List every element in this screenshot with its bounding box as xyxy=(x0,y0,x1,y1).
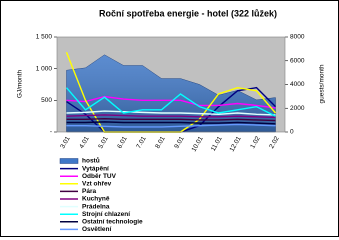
legend-label: Prádelna xyxy=(82,203,110,210)
line xyxy=(66,95,276,109)
legend-label: Pára xyxy=(82,188,96,195)
line xyxy=(66,121,276,125)
y-tick-label: 1 000 xyxy=(36,65,53,72)
legend-label: Strojní chlazení xyxy=(82,211,130,218)
line xyxy=(66,110,276,116)
y2-tick-label: 6000 xyxy=(290,57,305,64)
chart-title: Roční spotřeba energie - hotel (322 lůže… xyxy=(99,8,277,18)
line xyxy=(66,123,276,128)
line xyxy=(66,114,276,119)
y2-axis-title: guests/month xyxy=(319,64,326,103)
line xyxy=(66,117,276,122)
y-tick-label: 500 xyxy=(41,97,52,104)
y-tick-label: - xyxy=(50,129,52,136)
legend-label: Kuchyně xyxy=(82,196,110,203)
plot-border xyxy=(56,36,286,133)
y2-tick-label: 4000 xyxy=(290,81,305,88)
y2-tick-label: 0 xyxy=(290,129,294,136)
legend-label: Osvětlení xyxy=(82,226,111,233)
legend-label: Odběr TUV xyxy=(82,173,117,180)
legend-label: Vzt ohřev xyxy=(82,181,112,188)
y-axis-title: GJ/month xyxy=(17,70,24,99)
y2-tick-label: 2000 xyxy=(290,105,305,112)
y-tick-label: 1 500 xyxy=(36,34,53,41)
y2-tick-label: 8000 xyxy=(290,34,305,41)
line xyxy=(65,87,276,117)
legend-label: Ostatní technologie xyxy=(82,219,143,226)
legend-label: hostů xyxy=(82,157,100,165)
legend-label: Vytápění xyxy=(82,165,109,172)
legend-swatch xyxy=(59,158,79,164)
